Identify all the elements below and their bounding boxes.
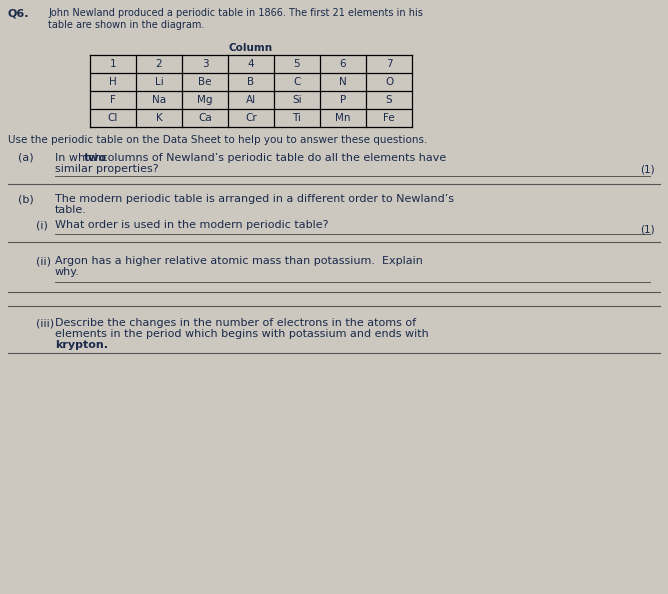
Text: elements in the period which begins with potassium and ends with: elements in the period which begins with…: [55, 329, 429, 339]
Text: table.: table.: [55, 205, 87, 215]
Text: Al: Al: [246, 95, 256, 105]
Text: Ti: Ti: [293, 113, 301, 123]
Text: Ca: Ca: [198, 113, 212, 123]
Text: H: H: [109, 77, 117, 87]
Text: Column: Column: [229, 43, 273, 53]
Text: Si: Si: [292, 95, 302, 105]
Text: Mn: Mn: [335, 113, 351, 123]
Text: columns of Newland’s periodic table do all the elements have: columns of Newland’s periodic table do a…: [98, 153, 446, 163]
Text: (a): (a): [18, 153, 33, 163]
Text: Be: Be: [198, 77, 212, 87]
Text: 4: 4: [248, 59, 255, 69]
Text: Cr: Cr: [245, 113, 257, 123]
Text: F: F: [110, 95, 116, 105]
Text: Cl: Cl: [108, 113, 118, 123]
Text: The modern periodic table is arranged in a different order to Newland’s: The modern periodic table is arranged in…: [55, 194, 454, 204]
Text: two: two: [84, 153, 107, 163]
Text: 7: 7: [385, 59, 392, 69]
Text: (b): (b): [18, 194, 34, 204]
Text: Describe the changes in the number of electrons in the atoms of: Describe the changes in the number of el…: [55, 318, 416, 328]
Text: (1): (1): [641, 165, 655, 175]
Text: 6: 6: [340, 59, 346, 69]
Text: Argon has a higher relative atomic mass than potassium.  Explain: Argon has a higher relative atomic mass …: [55, 256, 423, 266]
Text: O: O: [385, 77, 393, 87]
Text: N: N: [339, 77, 347, 87]
Text: Fe: Fe: [383, 113, 395, 123]
Text: 1: 1: [110, 59, 116, 69]
Text: What order is used in the modern periodic table?: What order is used in the modern periodi…: [55, 220, 329, 230]
Text: In which: In which: [55, 153, 105, 163]
Text: Na: Na: [152, 95, 166, 105]
Text: similar properties?: similar properties?: [55, 164, 158, 174]
Text: C: C: [293, 77, 301, 87]
Text: (1): (1): [641, 224, 655, 234]
Text: Mg: Mg: [197, 95, 212, 105]
Text: Li: Li: [154, 77, 164, 87]
Text: (iii): (iii): [36, 318, 54, 328]
Text: 5: 5: [294, 59, 301, 69]
Text: 3: 3: [202, 59, 208, 69]
Text: John Newland produced a periodic table in 1866. The first 21 elements in his: John Newland produced a periodic table i…: [48, 8, 423, 18]
Text: Use the periodic table on the Data Sheet to help you to answer these questions.: Use the periodic table on the Data Sheet…: [8, 135, 428, 145]
Text: table are shown in the diagram.: table are shown in the diagram.: [48, 20, 204, 30]
Text: krypton.: krypton.: [55, 340, 108, 350]
Text: (ii): (ii): [36, 256, 51, 266]
Text: why.: why.: [55, 267, 80, 277]
Text: Q6.: Q6.: [8, 8, 29, 18]
Text: S: S: [385, 95, 392, 105]
Text: 2: 2: [156, 59, 162, 69]
Text: (i): (i): [36, 220, 48, 230]
Text: B: B: [247, 77, 255, 87]
Text: K: K: [156, 113, 162, 123]
Text: P: P: [340, 95, 346, 105]
